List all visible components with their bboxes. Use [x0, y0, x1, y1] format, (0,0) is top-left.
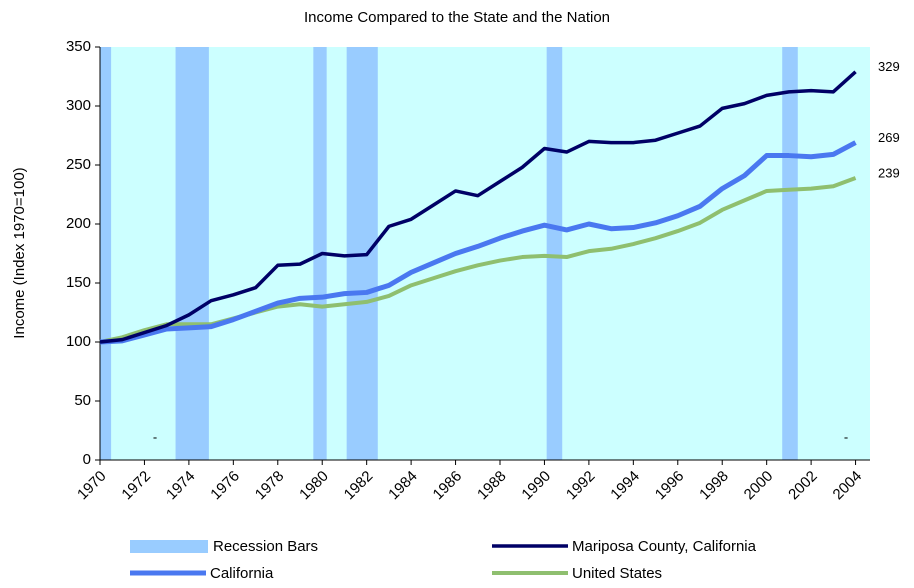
- recession-bar: [782, 47, 798, 460]
- recession-bar: [100, 47, 112, 460]
- legend-label: Mariposa County, California: [572, 538, 757, 555]
- y-tick-label: 0: [83, 451, 91, 468]
- recession-bar: [175, 47, 209, 460]
- series-line: [99, 70, 857, 344]
- end-value-label: 329: [878, 59, 900, 74]
- x-tick-label: 1996: [652, 468, 688, 504]
- y-axis-label: Income (Index 1970=100): [11, 167, 28, 338]
- x-tick-label: 1992: [563, 468, 599, 504]
- x-tick-label: 1972: [118, 468, 154, 504]
- x-tick-label: 1970: [74, 468, 110, 504]
- x-tick-label: 1974: [163, 468, 199, 504]
- legend-label: California: [210, 565, 274, 582]
- recession-bar: [546, 47, 563, 460]
- legend-label: United States: [572, 565, 662, 582]
- y-tick-label: 350: [66, 38, 91, 55]
- plot-area: [100, 47, 870, 460]
- y-tick-label: 300: [66, 97, 91, 114]
- annotation: -: [153, 429, 157, 444]
- chart-title: Income Compared to the State and the Nat…: [304, 9, 610, 26]
- y-tick-label: 150: [66, 274, 91, 291]
- x-tick-label: 1998: [696, 468, 732, 504]
- x-tick-label: 1990: [518, 468, 554, 504]
- x-tick-label: 2002: [785, 468, 821, 504]
- legend-label: Recession Bars: [213, 538, 318, 555]
- x-tick-label: 1978: [252, 468, 288, 504]
- annotation: -: [844, 429, 848, 444]
- y-tick-label: 100: [66, 333, 91, 350]
- x-tick-label: 1982: [341, 468, 377, 504]
- x-tick-label: 1994: [607, 468, 643, 504]
- legend-swatch: [130, 540, 208, 553]
- x-tick-label: 2000: [741, 468, 777, 504]
- x-tick-label: 1988: [474, 468, 510, 504]
- y-tick-label: 50: [74, 392, 91, 409]
- x-tick-label: 1976: [207, 468, 243, 504]
- y-tick-label: 200: [66, 215, 91, 232]
- x-tick-label: 2004: [830, 468, 866, 504]
- y-tick-label: 250: [66, 156, 91, 173]
- end-value-label: 269: [878, 130, 900, 145]
- x-tick-label: 1986: [430, 468, 466, 504]
- x-tick-label: 1984: [385, 468, 421, 504]
- end-value-label: 239: [878, 165, 900, 180]
- x-tick-label: 1980: [296, 468, 332, 504]
- series-line: [99, 140, 857, 345]
